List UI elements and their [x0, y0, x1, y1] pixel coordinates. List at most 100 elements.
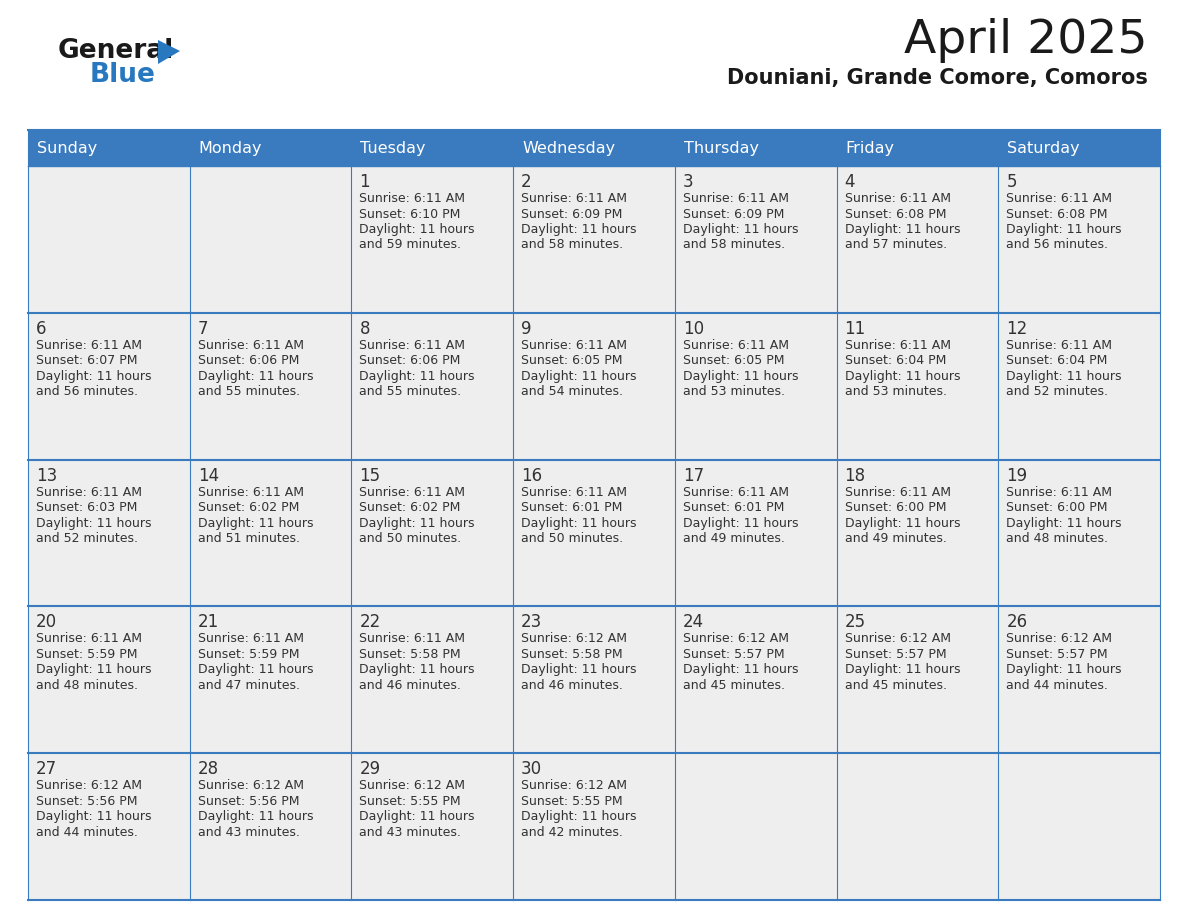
Text: Daylight: 11 hours: Daylight: 11 hours: [360, 517, 475, 530]
Text: Monday: Monday: [198, 140, 263, 155]
Text: Sunset: 6:00 PM: Sunset: 6:00 PM: [1006, 501, 1107, 514]
Text: Sunset: 6:02 PM: Sunset: 6:02 PM: [360, 501, 461, 514]
Text: Sunset: 6:09 PM: Sunset: 6:09 PM: [522, 207, 623, 220]
Text: 6: 6: [36, 319, 46, 338]
Text: and 57 minutes.: and 57 minutes.: [845, 239, 947, 252]
Text: Sunrise: 6:11 AM: Sunrise: 6:11 AM: [1006, 192, 1112, 205]
Text: Sunset: 6:09 PM: Sunset: 6:09 PM: [683, 207, 784, 220]
Text: Daylight: 11 hours: Daylight: 11 hours: [522, 811, 637, 823]
Text: 28: 28: [197, 760, 219, 778]
Text: Wednesday: Wednesday: [523, 140, 615, 155]
Text: Sunrise: 6:11 AM: Sunrise: 6:11 AM: [197, 339, 304, 352]
Text: Daylight: 11 hours: Daylight: 11 hours: [197, 664, 314, 677]
Text: Sunrise: 6:12 AM: Sunrise: 6:12 AM: [522, 779, 627, 792]
Bar: [190, 130, 352, 166]
Text: Sunrise: 6:11 AM: Sunrise: 6:11 AM: [197, 633, 304, 645]
Bar: [513, 166, 675, 313]
Text: Daylight: 11 hours: Daylight: 11 hours: [197, 370, 314, 383]
Text: 27: 27: [36, 760, 57, 778]
Text: Sunrise: 6:11 AM: Sunrise: 6:11 AM: [360, 192, 466, 205]
Bar: [836, 130, 998, 166]
Text: and 53 minutes.: and 53 minutes.: [845, 386, 947, 398]
Text: Daylight: 11 hours: Daylight: 11 hours: [845, 370, 960, 383]
Bar: [675, 607, 836, 753]
Bar: [352, 460, 513, 607]
Text: Daylight: 11 hours: Daylight: 11 hours: [36, 370, 152, 383]
Text: 4: 4: [845, 173, 855, 191]
Bar: [29, 607, 190, 753]
Text: Sunset: 6:07 PM: Sunset: 6:07 PM: [36, 354, 138, 367]
Text: 26: 26: [1006, 613, 1028, 632]
Text: 5: 5: [1006, 173, 1017, 191]
Text: 29: 29: [360, 760, 380, 778]
Text: 30: 30: [522, 760, 542, 778]
Text: and 45 minutes.: and 45 minutes.: [683, 679, 785, 692]
Text: Sunrise: 6:11 AM: Sunrise: 6:11 AM: [36, 339, 143, 352]
Bar: [352, 130, 513, 166]
Text: Daylight: 11 hours: Daylight: 11 hours: [845, 517, 960, 530]
Text: Sunset: 5:59 PM: Sunset: 5:59 PM: [36, 648, 138, 661]
Text: and 43 minutes.: and 43 minutes.: [197, 825, 299, 839]
Text: Friday: Friday: [846, 140, 895, 155]
Bar: [675, 753, 836, 900]
Text: 22: 22: [360, 613, 380, 632]
Text: Sunset: 5:56 PM: Sunset: 5:56 PM: [36, 795, 138, 808]
Text: Daylight: 11 hours: Daylight: 11 hours: [522, 370, 637, 383]
Text: Daylight: 11 hours: Daylight: 11 hours: [36, 811, 152, 823]
Text: and 50 minutes.: and 50 minutes.: [360, 532, 462, 545]
Polygon shape: [158, 40, 181, 64]
Bar: [513, 607, 675, 753]
Text: Daylight: 11 hours: Daylight: 11 hours: [360, 811, 475, 823]
Bar: [29, 313, 190, 460]
Text: 17: 17: [683, 466, 704, 485]
Text: 25: 25: [845, 613, 866, 632]
Text: and 46 minutes.: and 46 minutes.: [360, 679, 461, 692]
Text: Sunrise: 6:11 AM: Sunrise: 6:11 AM: [522, 192, 627, 205]
Text: Sunset: 6:04 PM: Sunset: 6:04 PM: [1006, 354, 1107, 367]
Text: Sunrise: 6:11 AM: Sunrise: 6:11 AM: [1006, 339, 1112, 352]
Text: Daylight: 11 hours: Daylight: 11 hours: [197, 517, 314, 530]
Text: Daylight: 11 hours: Daylight: 11 hours: [845, 664, 960, 677]
Text: Sunset: 6:02 PM: Sunset: 6:02 PM: [197, 501, 299, 514]
Bar: [998, 607, 1159, 753]
Text: and 52 minutes.: and 52 minutes.: [1006, 386, 1108, 398]
Text: Daylight: 11 hours: Daylight: 11 hours: [1006, 370, 1121, 383]
Text: Thursday: Thursday: [684, 140, 759, 155]
Text: and 46 minutes.: and 46 minutes.: [522, 679, 623, 692]
Bar: [998, 313, 1159, 460]
Text: Sunset: 6:05 PM: Sunset: 6:05 PM: [683, 354, 784, 367]
Text: and 53 minutes.: and 53 minutes.: [683, 386, 785, 398]
Text: Sunset: 6:08 PM: Sunset: 6:08 PM: [845, 207, 946, 220]
Text: Daylight: 11 hours: Daylight: 11 hours: [683, 517, 798, 530]
Text: Sunset: 6:05 PM: Sunset: 6:05 PM: [522, 354, 623, 367]
Bar: [513, 313, 675, 460]
Bar: [29, 460, 190, 607]
Bar: [836, 166, 998, 313]
Bar: [352, 607, 513, 753]
Text: and 49 minutes.: and 49 minutes.: [845, 532, 947, 545]
Text: Sunset: 6:01 PM: Sunset: 6:01 PM: [683, 501, 784, 514]
Bar: [513, 130, 675, 166]
Text: 20: 20: [36, 613, 57, 632]
Text: Tuesday: Tuesday: [360, 140, 426, 155]
Bar: [998, 460, 1159, 607]
Text: 9: 9: [522, 319, 532, 338]
Text: and 44 minutes.: and 44 minutes.: [1006, 679, 1108, 692]
Text: Sunset: 5:55 PM: Sunset: 5:55 PM: [360, 795, 461, 808]
Text: Sunrise: 6:11 AM: Sunrise: 6:11 AM: [36, 633, 143, 645]
Text: Sunrise: 6:11 AM: Sunrise: 6:11 AM: [36, 486, 143, 498]
Text: Sunrise: 6:11 AM: Sunrise: 6:11 AM: [845, 192, 950, 205]
Text: and 42 minutes.: and 42 minutes.: [522, 825, 623, 839]
Text: Sunrise: 6:12 AM: Sunrise: 6:12 AM: [1006, 633, 1112, 645]
Text: Daylight: 11 hours: Daylight: 11 hours: [522, 664, 637, 677]
Text: Sunset: 5:57 PM: Sunset: 5:57 PM: [683, 648, 784, 661]
Text: 13: 13: [36, 466, 57, 485]
Text: and 55 minutes.: and 55 minutes.: [360, 386, 462, 398]
Text: Douniani, Grande Comore, Comoros: Douniani, Grande Comore, Comoros: [727, 68, 1148, 88]
Text: Sunrise: 6:11 AM: Sunrise: 6:11 AM: [360, 339, 466, 352]
Text: and 54 minutes.: and 54 minutes.: [522, 386, 624, 398]
Bar: [998, 130, 1159, 166]
Text: Sunday: Sunday: [37, 140, 97, 155]
Text: and 50 minutes.: and 50 minutes.: [522, 532, 624, 545]
Text: Sunrise: 6:11 AM: Sunrise: 6:11 AM: [197, 486, 304, 498]
